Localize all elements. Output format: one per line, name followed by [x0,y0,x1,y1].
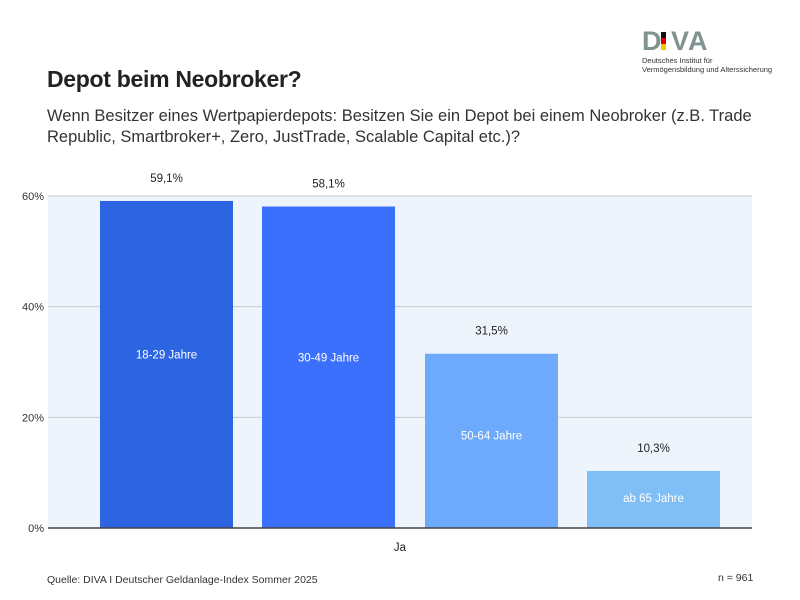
data-label: 31,5% [475,326,508,338]
bar-series-label: 50-64 Jahre [461,431,522,443]
y-tick-label: 0% [28,523,44,535]
sample-size: n = 961 [718,572,754,584]
y-tick-label: 20% [22,412,44,424]
german-flag-icon [661,32,666,50]
y-tick-label: 60% [22,191,44,203]
bar-1 [100,200,233,529]
bar-series-label: ab 65 Jahre [623,493,684,505]
data-label: 10,3% [637,443,670,455]
bar-2 [262,206,395,528]
bar-4 [587,471,720,528]
logo-word: D VA [642,26,709,56]
logo-line1: Deutsches Institut für [642,56,713,65]
y-tick-label: 40% [22,302,44,314]
chart-subtitle: Wenn Besitzer eines Wertpapierdepots: Be… [47,107,752,146]
chart-title: Depot beim Neobroker? [47,66,302,92]
data-label: 59,1% [150,173,183,185]
logo-line2: Vermögensbildung und Alterssicherung [642,65,773,74]
source-note: Quelle: DIVA I Deutscher Geldanlage-Inde… [47,574,318,586]
x-category-label: Ja [394,542,407,554]
bar-series-label: 18-29 Jahre [136,350,197,362]
data-label: 58,1% [312,179,345,191]
bar-3 [425,353,558,528]
bar-series-label: 30-49 Jahre [298,353,359,365]
diva-logo: D VA Deutsches Institut für Vermögensbil… [642,26,773,75]
